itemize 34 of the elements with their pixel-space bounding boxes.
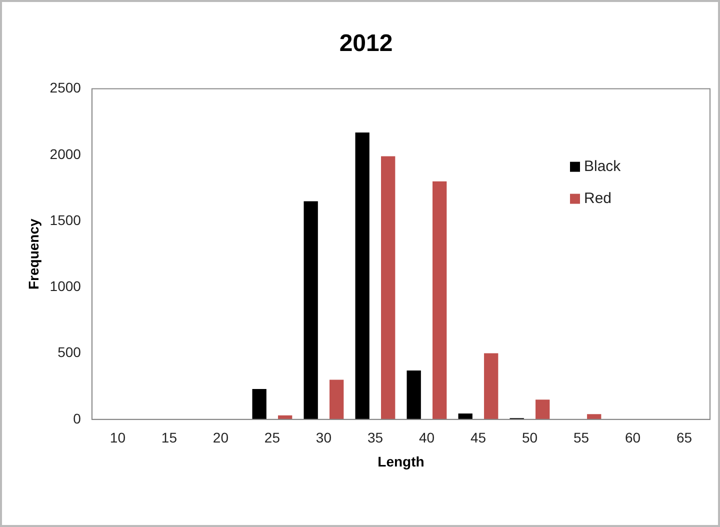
bar (587, 414, 602, 420)
x-tick-label: 45 (470, 430, 486, 446)
bar (406, 370, 421, 420)
bar (381, 156, 396, 420)
bar (355, 132, 370, 420)
y-tick-label: 2500 (50, 80, 82, 96)
x-tick-label: 40 (418, 430, 435, 446)
x-tick-label: 60 (624, 430, 641, 446)
y-tick-label: 2000 (50, 146, 82, 162)
bar (432, 181, 447, 420)
y-tick-label: 1500 (50, 212, 82, 228)
x-tick-label: 25 (264, 430, 280, 446)
y-tick-label: 0 (73, 410, 82, 426)
bar (536, 400, 550, 420)
x-tick-label: 65 (676, 430, 692, 446)
x-tick-label: 35 (367, 430, 384, 446)
x-tick-label: 30 (316, 430, 332, 446)
legend-label: Black (584, 158, 622, 175)
x-tick-label: 50 (522, 430, 538, 446)
y-tick-label: 1000 (50, 278, 82, 294)
x-tick-label: 15 (161, 430, 178, 446)
x-axis-title: Length (378, 453, 424, 470)
bar (484, 353, 498, 420)
bar (304, 201, 318, 420)
bar (458, 413, 472, 420)
bar (330, 380, 344, 420)
x-tick-label: 55 (573, 430, 590, 446)
bar (252, 388, 266, 420)
y-axis-title: Frequency (25, 218, 42, 290)
y-tick-label: 500 (58, 344, 82, 360)
x-tick-label: 20 (212, 430, 229, 446)
legend-label: Red (584, 190, 612, 207)
chart-title: 2012 (339, 30, 393, 58)
x-tick-label: 10 (110, 430, 126, 446)
